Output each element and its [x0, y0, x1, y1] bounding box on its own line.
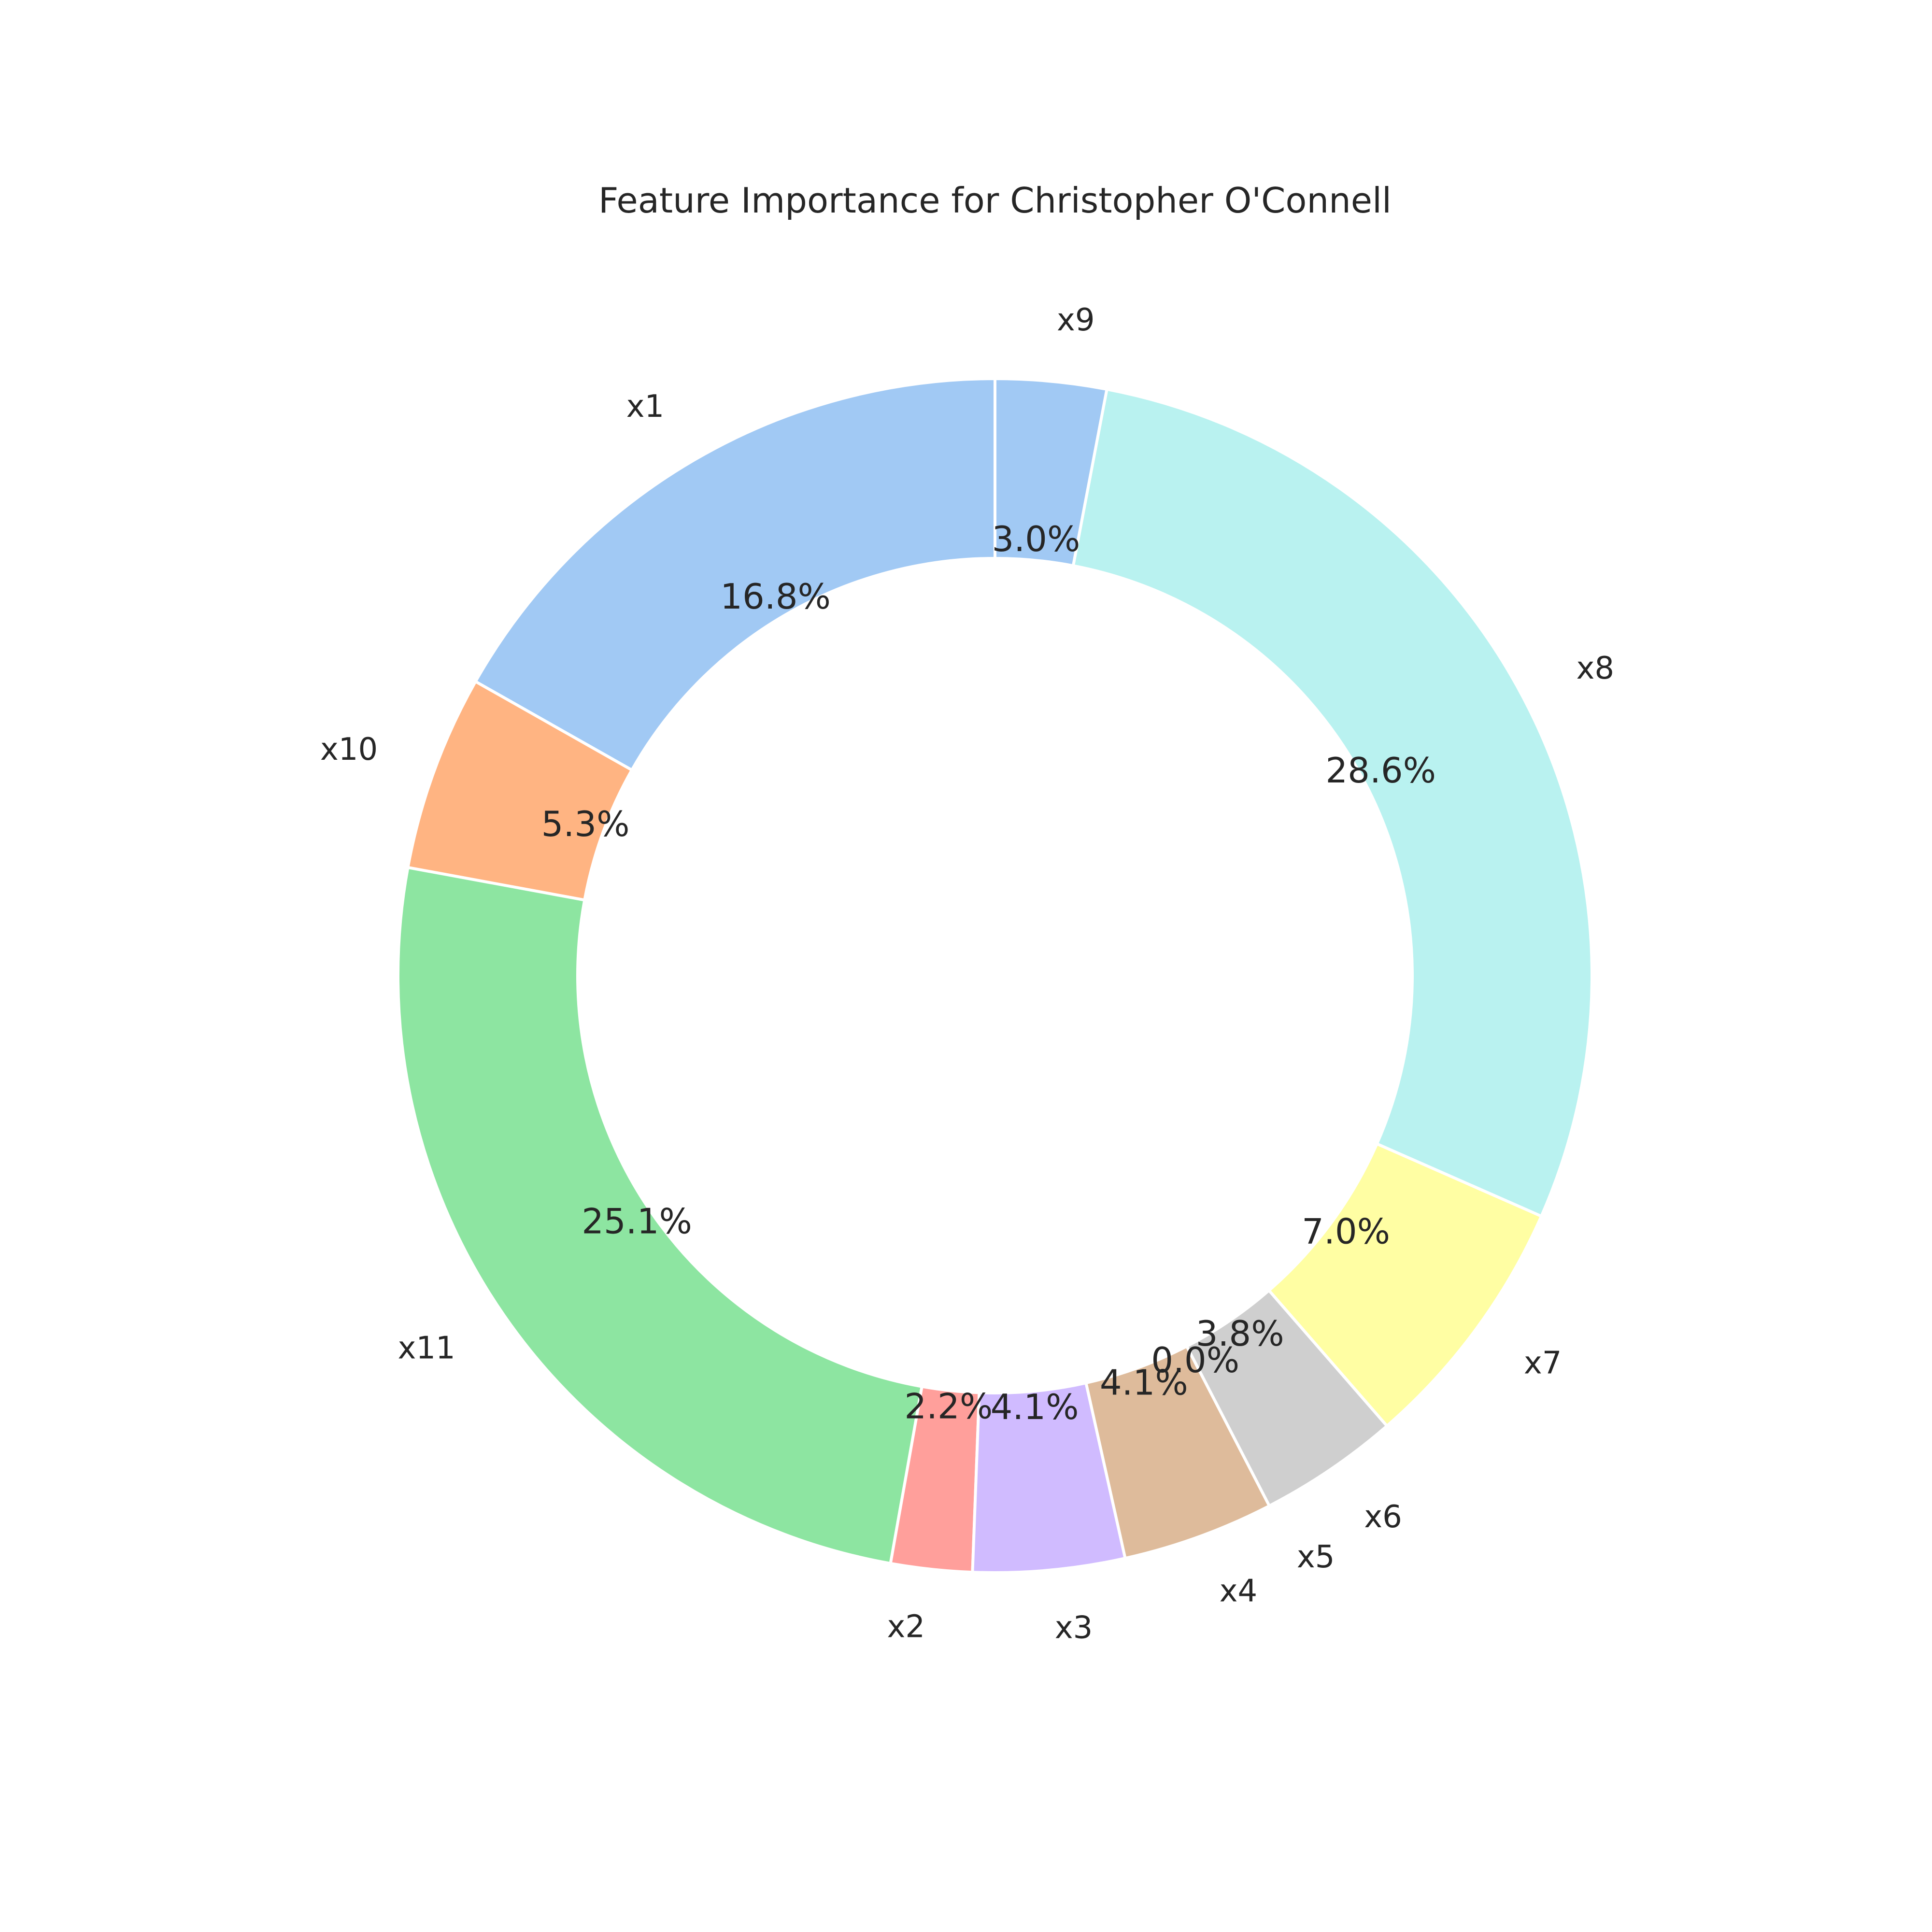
- pct-label-x2: 2.2%: [904, 1386, 993, 1427]
- slice-label-x5: x5: [1297, 1539, 1335, 1575]
- pct-label-x4: 4.1%: [1100, 1362, 1188, 1403]
- slice-label-x11: x11: [398, 1330, 455, 1366]
- slice-label-x2: x2: [887, 1609, 925, 1645]
- labels-group: x1 16.8% x10 5.3% x11 25.1% x2 2.2% x3 4.1% x4 4.1%…: [320, 302, 1614, 1646]
- slices-group: [397, 377, 1593, 1574]
- pct-label-x9: 3.0%: [992, 519, 1080, 559]
- slice-label-x7: x7: [1524, 1346, 1562, 1381]
- pct-label-x1: 16.8%: [720, 576, 831, 617]
- pct-label-x6: 3.8%: [1196, 1313, 1284, 1354]
- pct-label-x7: 7.0%: [1302, 1211, 1390, 1251]
- pct-label-x8: 28.6%: [1325, 750, 1436, 791]
- pct-label-x3: 4.1%: [991, 1387, 1079, 1427]
- slice-label-x3: x3: [1055, 1610, 1093, 1646]
- slice-label-x9: x9: [1057, 302, 1095, 338]
- pct-label-x5: 0.0%: [1151, 1340, 1239, 1380]
- slice-label-x4: x4: [1220, 1573, 1258, 1609]
- slice-x8: [1071, 387, 1593, 1218]
- slice-x9: [994, 377, 1109, 568]
- pct-label-x10: 5.3%: [541, 804, 630, 844]
- slice-x1: [473, 377, 996, 772]
- chart-title: Feature Importance for Christopher O'Con…: [598, 180, 1392, 221]
- slice-label-x1: x1: [626, 389, 665, 425]
- slice-label-x10: x10: [320, 732, 378, 767]
- slice-label-x6: x6: [1364, 1499, 1402, 1535]
- slice-label-x8: x8: [1577, 651, 1615, 686]
- slice-x11: [397, 866, 924, 1565]
- pct-label-x11: 25.1%: [582, 1201, 692, 1242]
